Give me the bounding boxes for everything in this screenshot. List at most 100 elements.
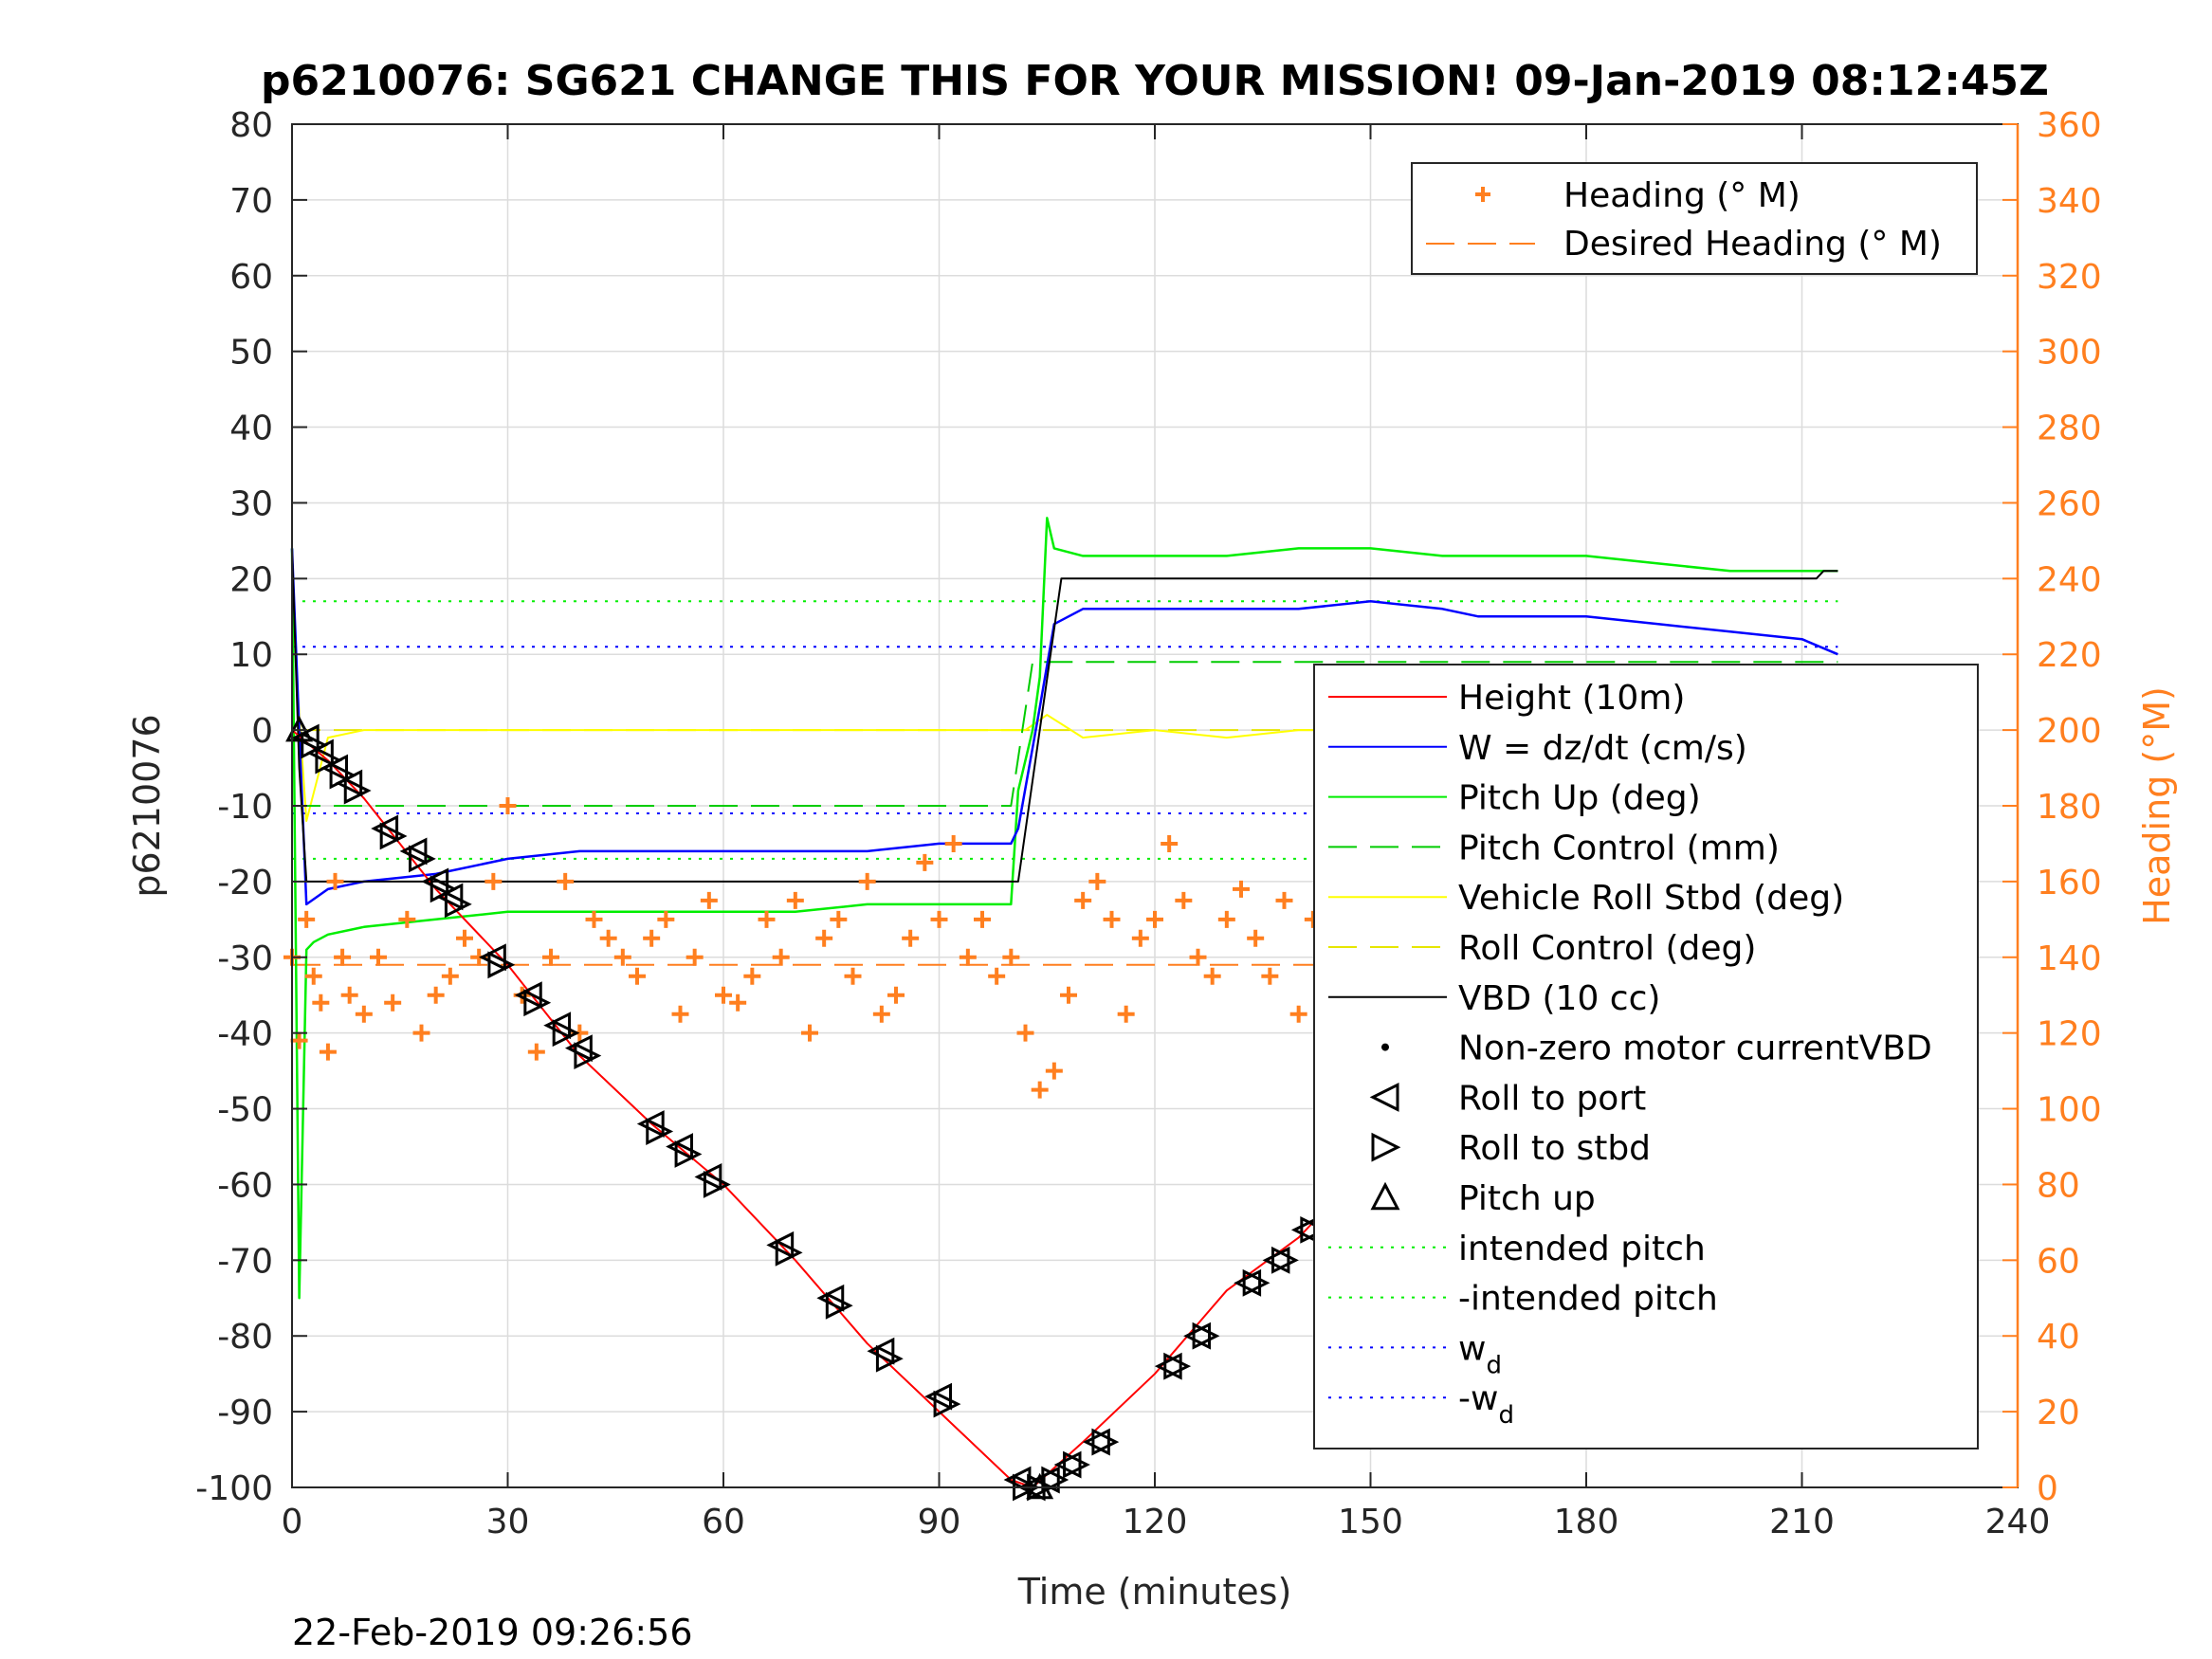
heading-point (1131, 929, 1149, 947)
marker-roll-to-stbd (315, 746, 343, 775)
marker-roll-to-port (421, 867, 449, 896)
heading-point (312, 994, 330, 1012)
heading-point (772, 948, 790, 966)
marker-roll-to-stbd (825, 1291, 853, 1320)
heading-point (1146, 910, 1163, 928)
heading-point (1074, 891, 1092, 909)
heading-point (334, 948, 352, 966)
heading-point (657, 910, 675, 928)
y-tick-label-right: 60 (2037, 1242, 2080, 1281)
heading-point (743, 967, 761, 985)
y-tick-label-right: 240 (2037, 560, 2102, 599)
marker-roll-to-stbd (1242, 1268, 1271, 1297)
y-tick-label-right: 260 (2037, 484, 2102, 523)
legend-swatch (1381, 1043, 1389, 1051)
heading-point (355, 1005, 373, 1023)
heading-point (1088, 872, 1106, 890)
y-tick-label-right: 120 (2037, 1015, 2102, 1054)
marker-roll-to-stbd (409, 845, 436, 873)
heading-point (1233, 880, 1250, 898)
legend-label: Vehicle Roll Stbd (deg) (1458, 879, 1844, 918)
legend-heading: Heading (° M) Desired Heading (° M) (1411, 162, 1978, 275)
y-tick-label-right: 140 (2037, 939, 2102, 978)
heading-point (427, 986, 445, 1004)
marker-roll-to-port (399, 837, 428, 866)
heading-point (326, 872, 344, 890)
marker-roll-to-port (694, 1163, 722, 1191)
series-line-pitch-control-mm (292, 661, 1838, 807)
y-axis-label-left: p6210076 (126, 714, 168, 897)
heading-point (304, 967, 322, 985)
heading-point (319, 1043, 337, 1061)
heading-point (801, 1024, 818, 1042)
heading-point (456, 929, 473, 947)
y-tick-label-left: -30 (217, 939, 273, 978)
y-tick-label-right: 220 (2037, 636, 2102, 675)
marker-roll-to-stbd (343, 776, 372, 805)
marker-roll-to-port (1082, 1428, 1110, 1456)
legend-swatch (1370, 1181, 1400, 1211)
y-tick-label-left: 10 (229, 636, 273, 675)
axes: 0 30 60 90 120 150 180 210 240-100-90-80-70-60-5… (195, 106, 2101, 1541)
heading-point (340, 986, 358, 1004)
y-tick-label-left: 70 (229, 182, 273, 221)
legend-main: Height (10m) W = dz/dt (cm/s) Pitch Up (de… (1313, 664, 1979, 1449)
chart-title: p6210076: SG621 CHANGE THIS FOR YOUR MIS… (261, 57, 2049, 105)
legend-label: Pitch Control (mm) (1458, 829, 1780, 867)
x-tick-label: 60 (702, 1503, 745, 1541)
marker-roll-to-stbd (933, 1390, 961, 1418)
heading-point (441, 967, 459, 985)
heading-point (1117, 1005, 1135, 1023)
y-tick-label-right: 280 (2037, 410, 2102, 448)
y-tick-label-left: -100 (195, 1469, 273, 1508)
y-tick-label-left: -60 (217, 1166, 273, 1205)
heading-point (1247, 929, 1265, 947)
marker-roll-to-stbd (1300, 1215, 1328, 1244)
marker-roll-to-stbd (1271, 1246, 1299, 1274)
heading-point (974, 910, 991, 928)
y-tick-label-right: 20 (2037, 1394, 2080, 1432)
y-tick-label-right: 160 (2037, 864, 2102, 902)
marker-roll-to-port (666, 1133, 693, 1160)
marker-roll-to-stbd (487, 951, 516, 979)
marker-roll-to-stbd (444, 890, 472, 919)
heading-point (613, 948, 631, 966)
legend-label: Heading (° M) (1563, 176, 1801, 215)
legend-label: Desired Heading (° M) (1563, 225, 1942, 264)
heading-point (830, 910, 848, 928)
marker-roll-to-stbd (1091, 1428, 1120, 1456)
y-tick-label-right: 300 (2037, 334, 2102, 373)
heading-point (858, 872, 876, 890)
series-line-pitch-up-deg (290, 517, 1838, 1300)
heading-point (527, 1043, 545, 1061)
marker-roll-to-stbd (1063, 1450, 1090, 1479)
y-tick-label-right: 0 (2037, 1469, 2058, 1508)
x-tick-label: 150 (1338, 1503, 1403, 1541)
marker-roll-to-stbd (379, 822, 408, 850)
y-tick-label-left: 60 (229, 258, 273, 297)
y-tick-label-left: 0 (251, 712, 273, 751)
heading-point (1002, 948, 1020, 966)
heading-point (715, 986, 732, 1004)
y-tick-label-left: 20 (229, 560, 273, 599)
marker-roll-to-stbd (1163, 1352, 1192, 1380)
legend-swatch (1371, 1132, 1401, 1162)
legend-label: -intended pitch (1458, 1280, 1718, 1319)
x-tick-label: 240 (1985, 1503, 2051, 1541)
marker-roll-to-port (924, 1382, 952, 1411)
x-tick-label: 210 (1769, 1503, 1835, 1541)
marker-roll-to-stbd (574, 1042, 602, 1070)
legend-label: Roll Control (deg) (1458, 929, 1756, 968)
heading-point (1275, 891, 1293, 909)
y-tick-label-left: -90 (217, 1394, 273, 1432)
y-axis-label-right: Heading (°M) (2136, 686, 2178, 925)
heading-point (1103, 910, 1121, 928)
y-tick-label-left: -40 (217, 1015, 273, 1054)
y-tick-label-left: 40 (229, 410, 273, 448)
marker-roll-to-stbd (703, 1171, 731, 1198)
y-tick-label-left: -80 (217, 1318, 273, 1357)
heading-point (1217, 910, 1235, 928)
legend-label: intended pitch (1458, 1230, 1706, 1268)
heading-point (815, 929, 833, 947)
